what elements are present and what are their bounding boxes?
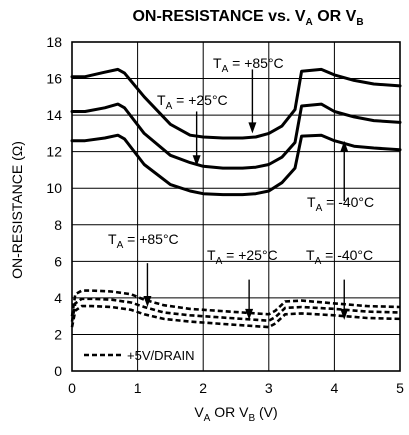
annotation-25c-top: TA = +25°C <box>157 92 228 112</box>
series-line-2 <box>70 102 402 170</box>
annotation-85c-bottom: TA = +85°C <box>108 231 179 251</box>
series-line-6 <box>70 304 401 329</box>
series-line-4 <box>70 289 401 317</box>
x-tick-label: 5 <box>396 380 404 396</box>
y-tick-label: 16 <box>46 71 62 87</box>
y-tick-label: 2 <box>54 326 62 342</box>
y-tick-label: 0 <box>54 363 62 379</box>
annotation-arrowhead-1 <box>248 122 257 134</box>
x-tick-label: 0 <box>68 380 76 396</box>
series-line-3 <box>70 133 402 197</box>
y-tick-label: 10 <box>46 180 62 196</box>
series-line-5 <box>70 297 401 323</box>
annotation-40c-top: TA = -40°C <box>307 194 374 214</box>
annotation-arrowhead-4 <box>143 296 152 308</box>
chart-title: ON-RESISTANCE vs. VA OR VB <box>132 8 363 28</box>
y-tick-label: 4 <box>54 290 62 306</box>
series-line-1 <box>70 67 402 140</box>
annotation-25c-bottom: TA = +25°C <box>207 247 278 267</box>
y-tick-label: 12 <box>46 144 62 160</box>
annotation-85c-top: TA = +85°C <box>213 55 284 75</box>
annotation-arrows <box>143 69 349 320</box>
y-tick-label: 14 <box>46 107 62 123</box>
x-tick-label: 2 <box>199 380 207 396</box>
legend: +5V/DRAIN <box>84 348 195 363</box>
y-tick-label: 18 <box>46 34 62 50</box>
annotation-arrowhead-6 <box>340 308 349 320</box>
x-tick-label: 4 <box>331 380 339 396</box>
series-lines <box>70 67 402 329</box>
y-tick-label: 6 <box>54 253 62 269</box>
x-axis-label: VA OR VB (V) <box>194 404 277 424</box>
plot-frame <box>71 41 401 372</box>
y-axis-label: ON-RESISTANCE (Ω) <box>9 141 25 279</box>
x-tick-label: 1 <box>134 380 142 396</box>
annotation-40c-bottom: TA = -40°C <box>306 247 373 267</box>
annotation-arrowhead-3 <box>340 140 349 152</box>
x-tick-label: 3 <box>265 380 273 396</box>
annotation-arrowhead-2 <box>192 155 201 167</box>
x-tick-labels: 0 1 2 3 4 5 <box>68 380 404 396</box>
y-tick-label: 8 <box>54 217 62 233</box>
legend-label: +5V/DRAIN <box>127 348 195 363</box>
y-tick-labels: 0 2 4 6 8 10 12 14 16 18 <box>46 34 62 379</box>
annotation-arrowhead-5 <box>245 308 254 320</box>
